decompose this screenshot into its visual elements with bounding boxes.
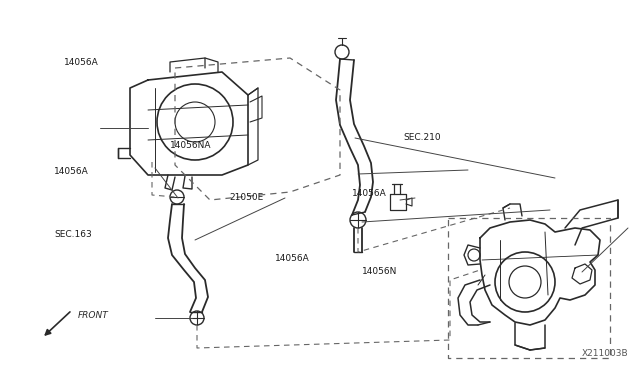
Text: 21050E: 21050E [229, 193, 264, 202]
Text: 14056A: 14056A [54, 167, 89, 176]
Text: FRONT: FRONT [78, 311, 109, 321]
Text: 14056NA: 14056NA [170, 141, 211, 150]
Text: 14056A: 14056A [352, 189, 387, 198]
Text: 14056A: 14056A [275, 254, 310, 263]
Text: X211003B: X211003B [581, 349, 628, 358]
Text: 14056N: 14056N [362, 267, 397, 276]
Text: 14056A: 14056A [64, 58, 99, 67]
Text: SEC.210: SEC.210 [403, 133, 441, 142]
Text: SEC.163: SEC.163 [54, 230, 92, 239]
